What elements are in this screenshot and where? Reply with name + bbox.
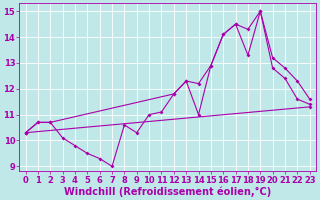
X-axis label: Windchill (Refroidissement éolien,°C): Windchill (Refroidissement éolien,°C) xyxy=(64,186,271,197)
